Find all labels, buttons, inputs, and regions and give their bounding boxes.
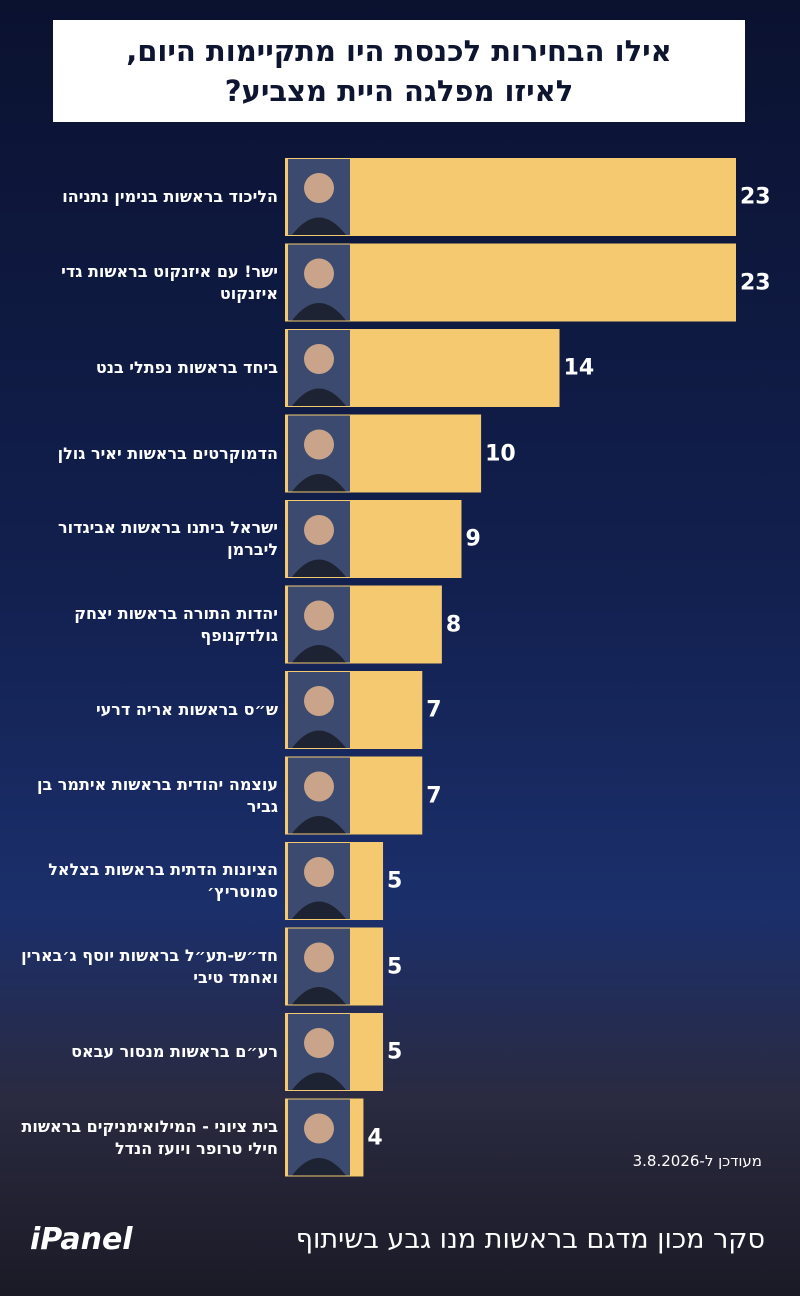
photo-head	[304, 258, 334, 289]
value-label: 23	[740, 270, 771, 295]
bar	[285, 243, 736, 322]
value-label: 5	[387, 954, 403, 979]
category-label: יהדות התורה בראשות יצחק גולדקנופף	[74, 603, 278, 645]
photo-body	[292, 217, 346, 235]
chart-title: אילו הבחירות לכנסת היו מתקיימות היום, לא…	[126, 34, 672, 108]
photo-body	[292, 559, 346, 577]
photo-head	[304, 173, 334, 203]
photo-head	[304, 686, 334, 716]
photo-body	[292, 1158, 346, 1176]
photo-head	[304, 515, 334, 545]
bar	[285, 158, 736, 236]
value-label: 10	[485, 441, 516, 466]
category-label: ביחד בראשות נפתלי בנט	[95, 358, 278, 377]
category-label: הדמוקרטים בראשות יאיר גולן	[57, 443, 278, 463]
category-label: ש״ס בראשות אריה דרעי	[95, 700, 278, 719]
photo-body	[292, 1072, 346, 1090]
category-label: חד״ש-תע״ל בראשות יוסף ג׳בארין ואחמד טיבי	[21, 945, 278, 987]
photo-body	[292, 645, 346, 663]
partner-logo: iPanel	[30, 1222, 133, 1257]
category-label: בית ציוני - המילואימניקים בראשות חילי טר…	[21, 1116, 278, 1158]
value-label: 7	[426, 697, 442, 723]
photo-body	[292, 901, 346, 919]
photo-body	[292, 474, 346, 492]
category-label: רע״ם בראשות מנסור עבאס	[71, 1042, 278, 1061]
photo-body	[292, 987, 346, 1005]
value-label: 8	[445, 612, 462, 637]
value-label: 5	[387, 868, 403, 894]
photo-head	[304, 1028, 334, 1058]
source: סקר מכון מדגם בראשות מנו גבע בשיתוף	[295, 1224, 765, 1255]
title-box: אילו הבחירות לכנסת היו מתקיימות היום, לא…	[53, 20, 745, 122]
photo-head	[304, 857, 334, 887]
value-label: 9	[465, 526, 481, 552]
photo-head	[304, 429, 334, 460]
photo-body	[292, 303, 346, 321]
photo-body	[292, 730, 346, 748]
photo-head	[304, 942, 334, 973]
value-label: 14	[563, 355, 595, 381]
category-label: הציונות הדתית בראשות בצלאל סמוטריץ׳	[48, 860, 278, 901]
photo-head	[304, 1113, 334, 1144]
footer: iPanel סקר מכון מדגם בראשות מנו גבע בשית…	[30, 1222, 765, 1257]
value-label: 5	[387, 1039, 403, 1065]
category-label: הליכוד בראשות בנימין נתניהו	[62, 187, 278, 206]
value-label: 23	[740, 184, 771, 210]
category-label: ישר! עם איזנקוט בראשות גדי איזנקוט	[61, 261, 278, 303]
photo-head	[304, 771, 334, 802]
photo-head	[304, 600, 334, 631]
value-label: 4	[367, 1125, 383, 1150]
update-note: מעודכן ל-3.8.2026	[632, 1152, 762, 1170]
category-label: עוצמה יהודית בראשות איתמר בן גביר	[36, 774, 278, 816]
category-label: ישראל ביתנו בראשות אביגדור ליברמן	[57, 518, 278, 559]
photo-head	[304, 344, 334, 374]
photo-body	[292, 388, 346, 406]
value-label: 7	[426, 783, 442, 808]
photo-body	[292, 816, 346, 834]
